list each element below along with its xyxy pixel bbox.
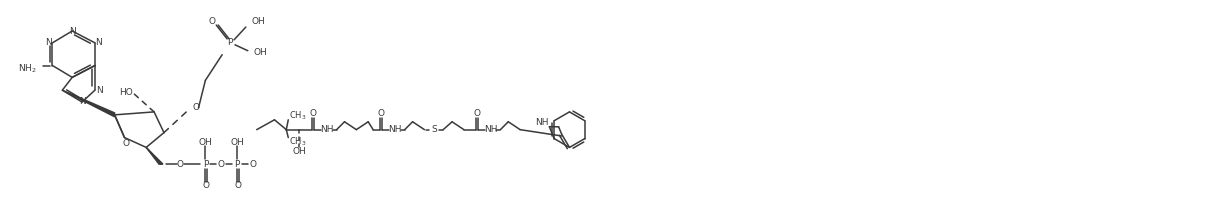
Text: N: N xyxy=(69,27,76,36)
Text: P: P xyxy=(227,38,233,47)
Text: OH: OH xyxy=(254,48,267,57)
Text: S: S xyxy=(431,125,437,134)
Text: N: N xyxy=(95,38,103,47)
Text: O: O xyxy=(192,103,199,113)
Text: O: O xyxy=(234,181,242,190)
Text: NH$_2$: NH$_2$ xyxy=(18,62,36,75)
Text: O: O xyxy=(249,160,256,169)
Text: OH: OH xyxy=(198,138,213,147)
Text: O: O xyxy=(176,160,184,169)
Text: N: N xyxy=(97,86,103,95)
Text: HO: HO xyxy=(118,88,133,97)
Text: CH$_3$: CH$_3$ xyxy=(289,135,307,148)
Text: NH: NH xyxy=(320,125,333,134)
Text: N: N xyxy=(79,97,86,105)
Text: N: N xyxy=(45,38,52,47)
Text: O: O xyxy=(309,109,316,118)
Polygon shape xyxy=(63,90,115,117)
Text: P: P xyxy=(234,160,239,169)
Text: O: O xyxy=(378,109,384,118)
Text: O: O xyxy=(123,139,130,148)
Polygon shape xyxy=(146,147,163,164)
Text: OH: OH xyxy=(251,17,266,26)
Text: P: P xyxy=(203,160,208,169)
Text: O: O xyxy=(203,181,210,190)
Text: NH: NH xyxy=(483,125,498,134)
Text: O: O xyxy=(217,160,225,169)
Text: NH: NH xyxy=(388,125,401,134)
Text: O: O xyxy=(474,109,481,118)
Text: OH: OH xyxy=(230,138,244,147)
Text: OH: OH xyxy=(292,147,306,156)
Text: O: O xyxy=(209,17,216,26)
Text: CH$_3$: CH$_3$ xyxy=(289,110,307,122)
Text: NH: NH xyxy=(535,118,548,127)
